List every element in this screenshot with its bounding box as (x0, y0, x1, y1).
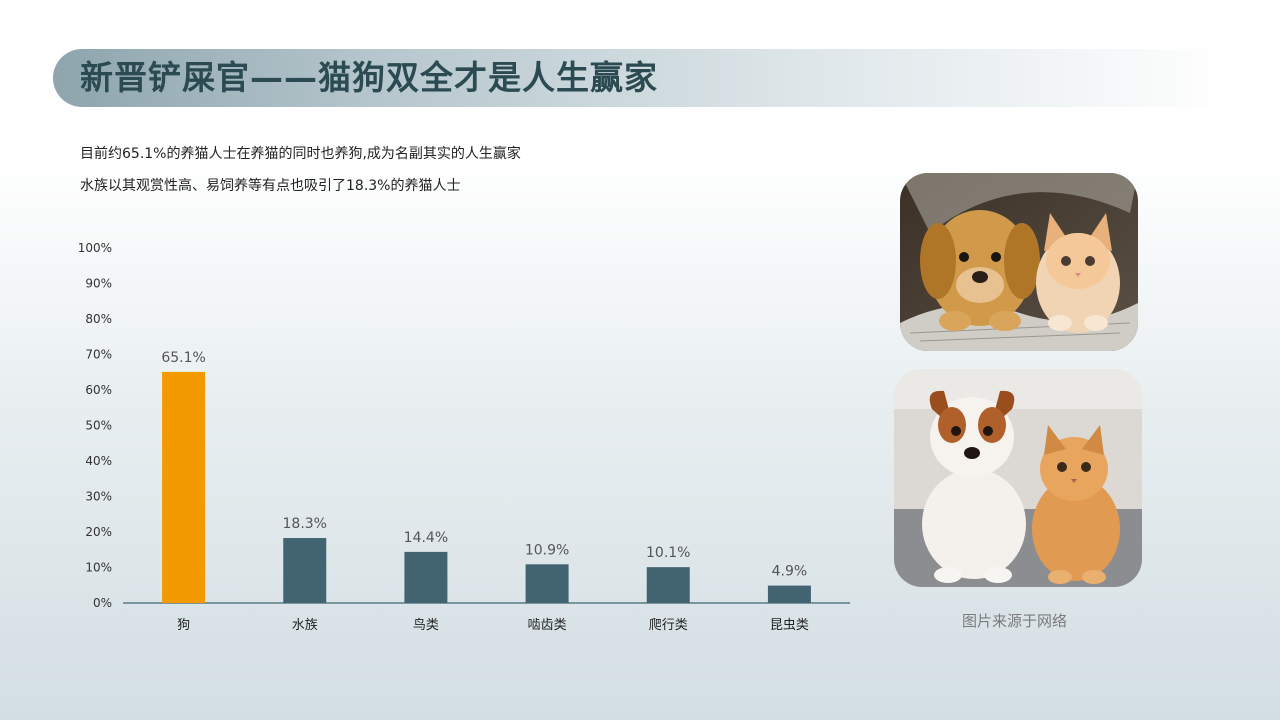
y-tick-label: 20% (85, 525, 112, 539)
bar-value-label: 4.9% (772, 564, 808, 580)
bar-value-label: 65.1% (161, 350, 205, 366)
x-tick-label: 爬行类 (649, 618, 688, 633)
bar-value-label: 18.3% (283, 516, 327, 532)
page-title: 新晋铲屎官——猫狗双全才是人生赢家 (80, 58, 658, 97)
y-tick-label: 50% (85, 419, 112, 433)
y-tick-label: 60% (85, 383, 112, 397)
bar (162, 371, 206, 603)
x-tick-label: 狗 (177, 618, 190, 633)
description-line-2: 水族以其观赏性高、易饲养等有点也吸引了18.3%的养猫人士 (80, 178, 461, 194)
pet-bar-chart: 0% 10% 20% 30% 40% 50% 60% 70% 80% 90% 100% 65.1% 狗 1… (78, 241, 850, 633)
x-tick-label: 鸟类 (413, 617, 439, 633)
y-tick-label: 0% (93, 596, 112, 610)
bar-value-label: 14.4% (404, 530, 448, 546)
title-banner (53, 49, 1233, 107)
x-tick-label: 昆虫类 (770, 618, 809, 633)
y-tick-label: 70% (85, 348, 112, 362)
bar (404, 551, 448, 603)
bar (525, 564, 569, 603)
y-tick-label: 100% (78, 241, 112, 255)
bar (283, 538, 327, 603)
y-tick-label: 10% (85, 561, 112, 575)
puppy-and-orange-kitten-photo (894, 369, 1142, 587)
bar-value-label: 10.9% (525, 542, 569, 558)
puppy-and-kitten-on-newspaper-photo (900, 173, 1138, 351)
description-line-1: 目前约65.1%的养猫人士在养猫的同时也养狗,成为名副其实的人生赢家 (80, 146, 521, 162)
y-tick-label: 90% (85, 277, 112, 291)
y-tick-label: 80% (85, 312, 112, 326)
x-tick-label: 水族 (292, 617, 318, 633)
bar (646, 567, 690, 603)
y-tick-label: 30% (85, 490, 112, 504)
image-source-note: 图片来源于网络 (962, 612, 1068, 630)
y-tick-label: 40% (85, 454, 112, 468)
bar (767, 585, 811, 603)
x-tick-label: 啮齿类 (528, 618, 567, 633)
bar-value-label: 10.1% (646, 545, 690, 561)
